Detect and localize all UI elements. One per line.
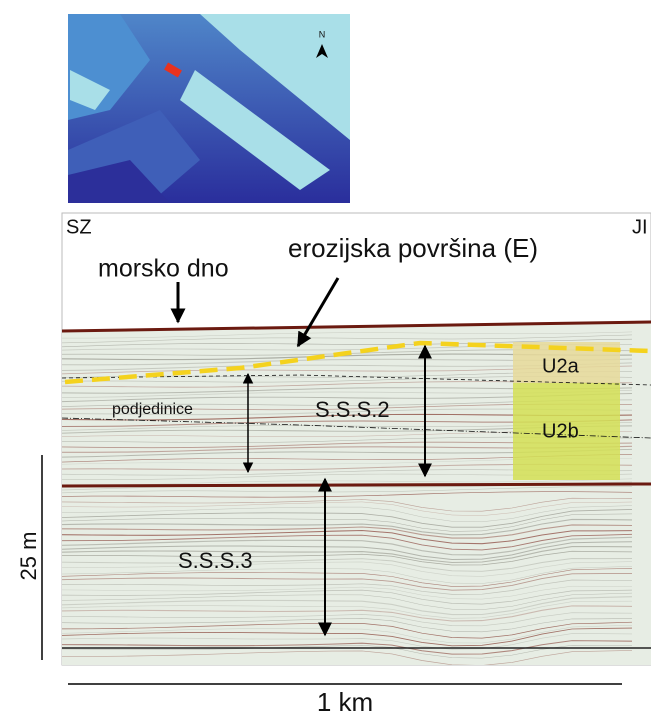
overlays <box>62 320 651 649</box>
seismic-texture <box>62 573 632 591</box>
seismic-texture <box>62 533 633 551</box>
north-label: N <box>319 29 326 39</box>
unit2-label: S.S.S.2 <box>315 397 390 422</box>
seismic-texture <box>62 627 633 647</box>
reflector <box>62 482 651 488</box>
map-island <box>70 70 110 110</box>
seafloor-reflector <box>62 320 651 333</box>
seismic-texture <box>62 546 633 564</box>
seismic-texture <box>62 486 633 494</box>
seismic-texture <box>62 334 633 344</box>
seismic-texture <box>62 508 633 528</box>
seismic-texture <box>62 589 633 605</box>
seismic-texture <box>62 621 633 639</box>
seismic-texture <box>62 536 633 556</box>
seismic-texture <box>62 518 633 536</box>
seismic-texture <box>62 618 633 633</box>
seismic-texture <box>62 605 633 622</box>
u2b-box <box>513 383 620 480</box>
seismic-texture <box>62 596 633 616</box>
u2b-label: U2b <box>542 420 579 442</box>
seismic-background <box>62 322 651 665</box>
subunit-boundary <box>62 417 651 439</box>
seismic-texture <box>62 600 633 619</box>
seismic-texture <box>62 331 633 339</box>
map-island <box>180 70 330 190</box>
subunits-label: podjedinice <box>112 401 193 418</box>
map-sea <box>68 160 170 203</box>
erosion-arrow <box>296 277 340 348</box>
seismic-texture <box>62 566 633 584</box>
vertical-scale-label: 25 m <box>16 532 41 581</box>
horizontal-scale-label: 1 km <box>317 687 373 717</box>
seismic-texture <box>62 612 633 627</box>
seismic-texture <box>62 644 633 659</box>
seismic-texture <box>62 640 633 655</box>
seismic-texture <box>62 568 633 587</box>
seismic-texture <box>62 497 633 512</box>
seismic-texture <box>62 579 633 595</box>
seismic-texture <box>62 524 633 539</box>
left-direction: SZ <box>66 216 92 238</box>
seismic-texture <box>62 491 633 498</box>
seismic-texture <box>62 505 633 523</box>
u2a-label: U2a <box>542 355 580 377</box>
unit3-label: S.S.S.3 <box>178 548 253 573</box>
profile-location <box>164 62 182 78</box>
seafloor-label: morsko dno <box>98 255 229 283</box>
seismic-texture <box>62 550 633 566</box>
location-map: N <box>68 14 350 203</box>
seismic-texture <box>62 529 633 545</box>
subunit-boundary <box>62 374 651 386</box>
seismic-texture <box>62 541 633 561</box>
seismic-texture <box>62 650 633 665</box>
seismic-texture <box>62 561 633 577</box>
erosion-label: erozijska površina (E) <box>288 233 538 263</box>
right-direction: JI <box>632 216 648 238</box>
seismic-texture <box>62 338 633 348</box>
seismic-texture <box>62 592 633 610</box>
seismic-texture <box>62 558 633 572</box>
seismic-texture <box>62 585 633 600</box>
seismic-texture <box>62 501 633 516</box>
seismic-texture <box>62 513 633 532</box>
north-arrow <box>316 44 328 58</box>
seismic-texture <box>62 633 633 650</box>
seismic-texture <box>62 625 633 644</box>
erosion-surface <box>64 340 651 385</box>
